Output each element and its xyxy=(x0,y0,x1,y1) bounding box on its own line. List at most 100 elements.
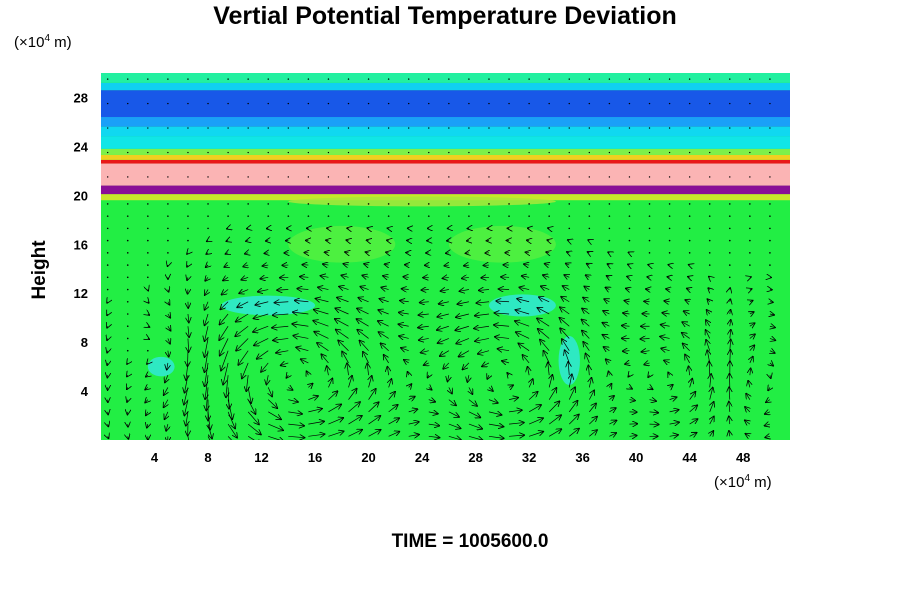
vector-dot xyxy=(608,227,611,230)
velocity-arrow xyxy=(168,326,171,330)
velocity-arrow xyxy=(569,429,579,437)
vector-dot xyxy=(428,176,430,178)
vector-dot xyxy=(287,203,290,205)
velocity-arrow xyxy=(288,412,302,414)
vector-dot xyxy=(648,127,651,129)
vector-dot xyxy=(147,102,149,105)
vector-dot xyxy=(708,203,711,205)
vector-dot xyxy=(106,215,109,217)
velocity-arrow xyxy=(568,401,577,413)
velocity-arrow xyxy=(498,349,510,351)
velocity-arrow xyxy=(348,430,363,437)
velocity-arrow xyxy=(545,264,549,265)
velocity-arrow xyxy=(560,307,570,315)
velocity-arrow xyxy=(236,338,249,350)
velocity-arrow xyxy=(528,405,541,413)
vector-dot xyxy=(428,78,430,80)
vector-dot xyxy=(588,176,591,178)
vector-dot xyxy=(307,151,310,154)
vector-dot xyxy=(227,203,229,205)
velocity-arrow xyxy=(549,429,561,437)
velocity-arrow xyxy=(662,313,670,314)
vector-dot xyxy=(227,127,229,129)
velocity-arrow xyxy=(335,319,349,327)
velocity-arrow xyxy=(569,415,578,425)
velocity-arrow xyxy=(629,387,631,388)
velocity-arrow xyxy=(295,300,309,301)
vector-dot xyxy=(207,227,209,230)
velocity-arrow xyxy=(408,409,418,412)
velocity-arrow xyxy=(448,411,459,417)
velocity-arrow xyxy=(646,289,650,290)
velocity-arrow xyxy=(710,374,711,388)
velocity-arrow xyxy=(540,340,550,351)
velocity-arrow xyxy=(147,424,148,427)
velocity-arrow xyxy=(386,252,389,253)
velocity-arrow xyxy=(496,301,510,302)
vector-dot xyxy=(709,127,711,129)
vector-dot xyxy=(126,227,129,230)
velocity-arrow xyxy=(145,400,148,403)
vector-dot xyxy=(588,78,591,80)
velocity-arrow xyxy=(687,289,690,290)
velocity-arrow xyxy=(348,416,362,425)
vector-dot xyxy=(327,215,330,217)
vector-dot xyxy=(307,203,310,205)
velocity-arrow xyxy=(730,320,731,327)
vector-dot xyxy=(126,313,129,315)
velocity-arrow xyxy=(455,325,470,330)
velocity-arrow xyxy=(604,299,609,302)
velocity-arrow xyxy=(342,352,349,364)
x-tick-labels: 4 8 12 16 20 24 28 32 36 40 44 48 xyxy=(151,450,751,465)
velocity-arrow xyxy=(543,351,550,364)
velocity-arrow xyxy=(708,288,709,289)
velocity-arrow xyxy=(345,252,348,253)
velocity-arrow xyxy=(404,360,409,363)
field-layer xyxy=(101,148,790,155)
velocity-arrow xyxy=(128,436,129,438)
velocity-arrow xyxy=(529,432,543,437)
velocity-arrow xyxy=(522,355,530,364)
temperature-field xyxy=(101,73,790,440)
velocity-arrow xyxy=(328,418,343,425)
velocity-arrow xyxy=(168,314,170,318)
vector-dot xyxy=(688,215,691,217)
vector-dot xyxy=(347,215,350,217)
velocity-arrow xyxy=(268,411,281,419)
vector-dot xyxy=(749,127,751,129)
vector-dot xyxy=(147,227,149,230)
x-tick-label: 28 xyxy=(468,450,482,465)
y-tick-label: 28 xyxy=(74,90,88,105)
velocity-arrow xyxy=(205,290,208,295)
velocity-arrow xyxy=(623,313,630,314)
vector-dot xyxy=(367,151,370,154)
vector-dot xyxy=(126,325,129,328)
velocity-arrow xyxy=(399,336,409,338)
vector-dot xyxy=(448,127,450,129)
vector-dot xyxy=(408,176,410,178)
velocity-arrow xyxy=(268,387,272,396)
vector-dot xyxy=(668,127,671,129)
time-label: TIME = 1005600.0 xyxy=(391,531,549,552)
vector-dot xyxy=(508,127,510,129)
velocity-arrow xyxy=(258,290,269,292)
velocity-arrow xyxy=(236,313,249,322)
velocity-arrow xyxy=(323,264,329,265)
velocity-arrow xyxy=(456,338,470,343)
velocity-arrow xyxy=(293,336,309,339)
vector-dot xyxy=(307,215,310,217)
vector-dot xyxy=(488,215,490,217)
velocity-arrow xyxy=(528,392,537,400)
x-tick-label: 48 xyxy=(736,450,750,465)
velocity-arrow xyxy=(107,302,108,303)
vector-dot xyxy=(367,215,370,217)
velocity-arrow xyxy=(688,277,690,278)
vector-dot xyxy=(729,151,731,154)
velocity-arrow xyxy=(770,302,773,303)
velocity-arrow xyxy=(706,340,710,351)
velocity-arrow xyxy=(328,404,341,413)
velocity-arrow xyxy=(474,326,490,328)
vector-dot xyxy=(247,176,249,178)
vector-dot xyxy=(688,252,691,254)
velocity-arrow xyxy=(277,290,289,291)
